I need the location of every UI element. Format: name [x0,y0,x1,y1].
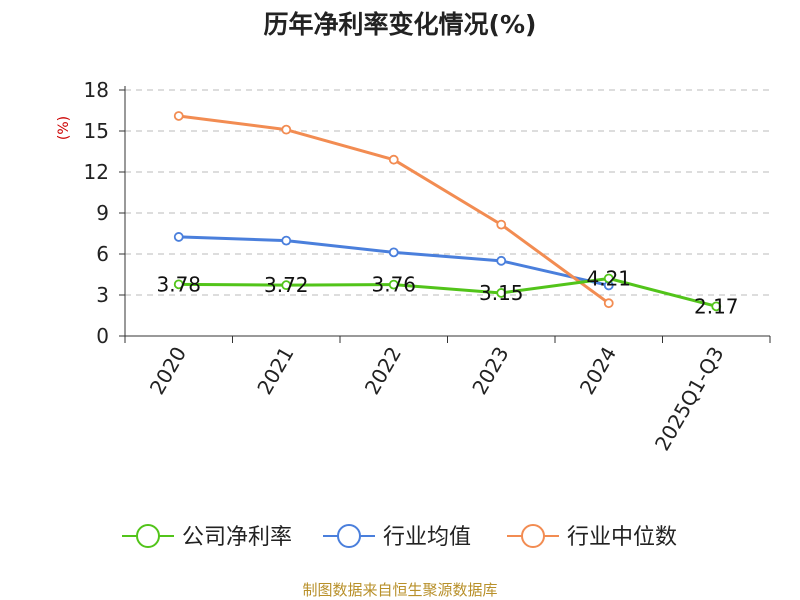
legend-marker-0 [136,524,160,548]
legend-label-2: 行业中位数 [567,525,677,550]
x-tick-label-2025Q1-Q3: 2025Q1-Q3 [650,343,729,455]
y-tick-label-0: 0 [96,324,109,348]
legend-marker-2 [521,524,545,548]
data-label-3: 3.15 [479,281,524,305]
x-tick-label-2023: 2023 [467,343,513,399]
grid-lines [125,89,770,296]
series-lines [173,111,722,312]
chart-title: 历年净利率变化情况(%) [264,10,537,39]
y-tick-label-6: 6 [96,242,109,266]
source-note: 制图数据来自恒生聚源数据库 [302,581,497,599]
series-0-point-1 [281,280,292,291]
series-0-point-5 [711,301,722,312]
x-tick-label-2021: 2021 [252,343,298,399]
data-label-2: 3.76 [371,273,416,297]
series-2-point-1 [281,124,292,135]
data-label-1: 3.72 [264,273,309,297]
series-2-point-3 [496,219,507,230]
series-2-point-4 [603,298,614,309]
series-1-point-3 [496,255,507,266]
series-2-point-2 [388,154,399,165]
series-0-point-3 [496,288,507,298]
series-0-point-0 [173,279,184,290]
y-tick-label-9: 9 [96,201,109,225]
y-tick-label-3: 3 [96,283,109,307]
series-0-point-2 [388,279,399,290]
legend-label-0: 公司净利率 [182,525,292,550]
series-line-0 [178,276,717,308]
x-tick-label-2024: 2024 [575,343,621,399]
data-label-5: 2.17 [694,294,739,318]
y-tick-label-15: 15 [84,119,109,143]
x-tick-label-2020: 2020 [145,343,191,399]
series-2-point-0 [173,111,184,121]
y-tick-label-18: 18 [84,78,109,102]
series-1-point-2 [388,247,399,258]
data-label-4: 4.21 [586,266,631,290]
data-label-0: 3.78 [156,272,201,296]
x-tick-label-2022: 2022 [360,343,406,399]
y-tick-label-12: 12 [84,160,109,184]
y-axis-label: (%) [56,116,72,140]
series-1-point-0 [173,232,184,242]
series-0-point-4 [603,273,614,284]
legend: 公司净利率 行业均值 行业中位数 [122,524,677,550]
legend-marker-1 [337,524,361,548]
series-1-point-1 [281,235,292,246]
axes: 0 3 6 9 12 15 18 2020 2021 2022 2023 2024 2025Q1-Q3 [84,78,771,455]
legend-label-1: 行业均值 [383,525,471,550]
data-labels: 3.78 3.72 3.76 3.15 4.21 2.17 [156,266,738,318]
